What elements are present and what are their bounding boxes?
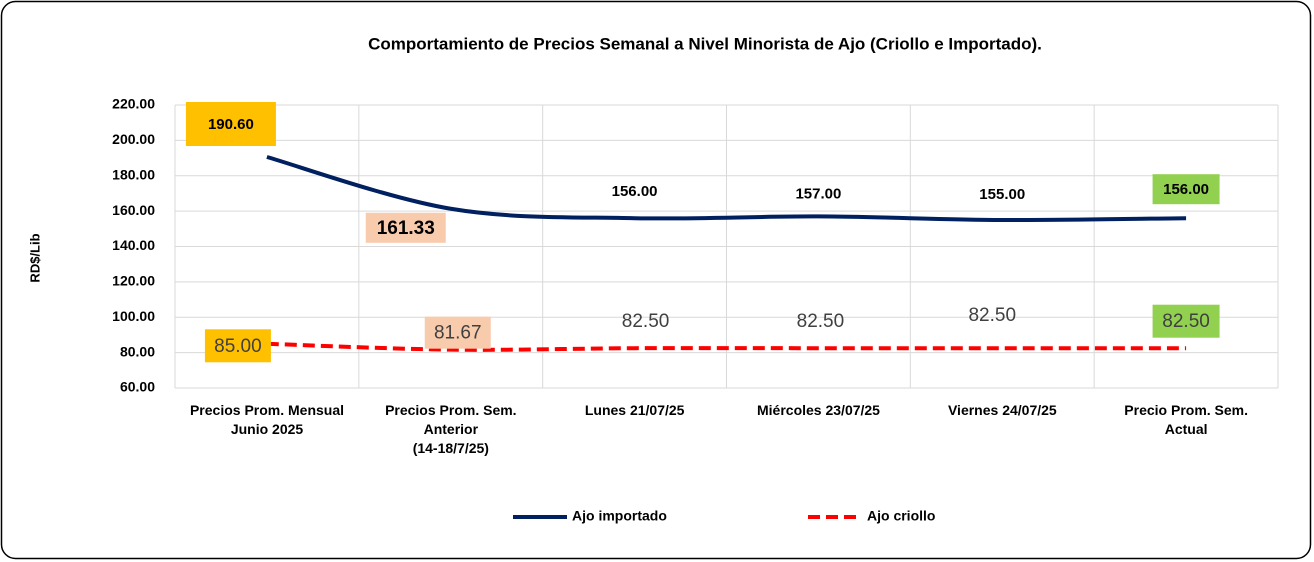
x-tick-label: Precios Prom. Mensual Junio 2025 — [189, 402, 345, 437]
y-tick-label: 100.00 — [112, 308, 155, 324]
x-tick-label: Lunes 21/07/25 — [584, 402, 685, 418]
y-tick-label: 120.00 — [112, 273, 155, 289]
series-line — [266, 155, 1187, 223]
label-box — [204, 329, 271, 363]
y-tick-label: 140.00 — [112, 237, 155, 253]
data-label: 190.60 — [208, 116, 254, 133]
data-label: 156.00 — [612, 183, 658, 200]
label-box — [1152, 304, 1220, 338]
label-box — [424, 316, 491, 349]
y-tick-label: 80.00 — [120, 343, 155, 359]
legend-label: Ajo criollo — [867, 508, 935, 524]
label-box — [365, 212, 446, 243]
data-label: 82.50 — [797, 311, 845, 332]
label-box — [185, 102, 276, 147]
data-label: 81.67 — [434, 323, 482, 344]
x-tick-label: Precio Prom. Sem. Actual — [1124, 402, 1249, 437]
data-label: 157.00 — [795, 185, 841, 202]
data-label: 82.50 — [968, 305, 1016, 326]
data-label: 85.00 — [214, 336, 262, 357]
y-tick-label: 160.00 — [112, 202, 155, 218]
legend-label: Ajo importado — [572, 508, 667, 524]
x-tick-label: Viernes 24/07/25 — [947, 402, 1057, 418]
data-label: 155.00 — [979, 186, 1025, 203]
chart-title: Comportamiento de Precios Semanal a Nive… — [368, 34, 1042, 53]
label-box — [1152, 174, 1220, 205]
data-label: 156.00 — [1163, 181, 1209, 198]
data-label: 82.50 — [622, 311, 670, 332]
series-line — [266, 341, 1187, 352]
data-label: 161.33 — [377, 218, 435, 239]
y-tick-label: 60.00 — [120, 379, 155, 395]
x-tick-label: Precios Prom. Sem. Anterior (14-18/7/25) — [385, 402, 517, 456]
y-axis-title: RD$/Lib — [27, 233, 42, 282]
y-tick-label: 200.00 — [112, 131, 155, 147]
x-tick-label: Miércoles 23/07/25 — [757, 402, 880, 418]
data-label: 82.50 — [1162, 311, 1210, 332]
y-tick-label: 220.00 — [112, 96, 155, 112]
y-tick-label: 180.00 — [112, 166, 155, 182]
